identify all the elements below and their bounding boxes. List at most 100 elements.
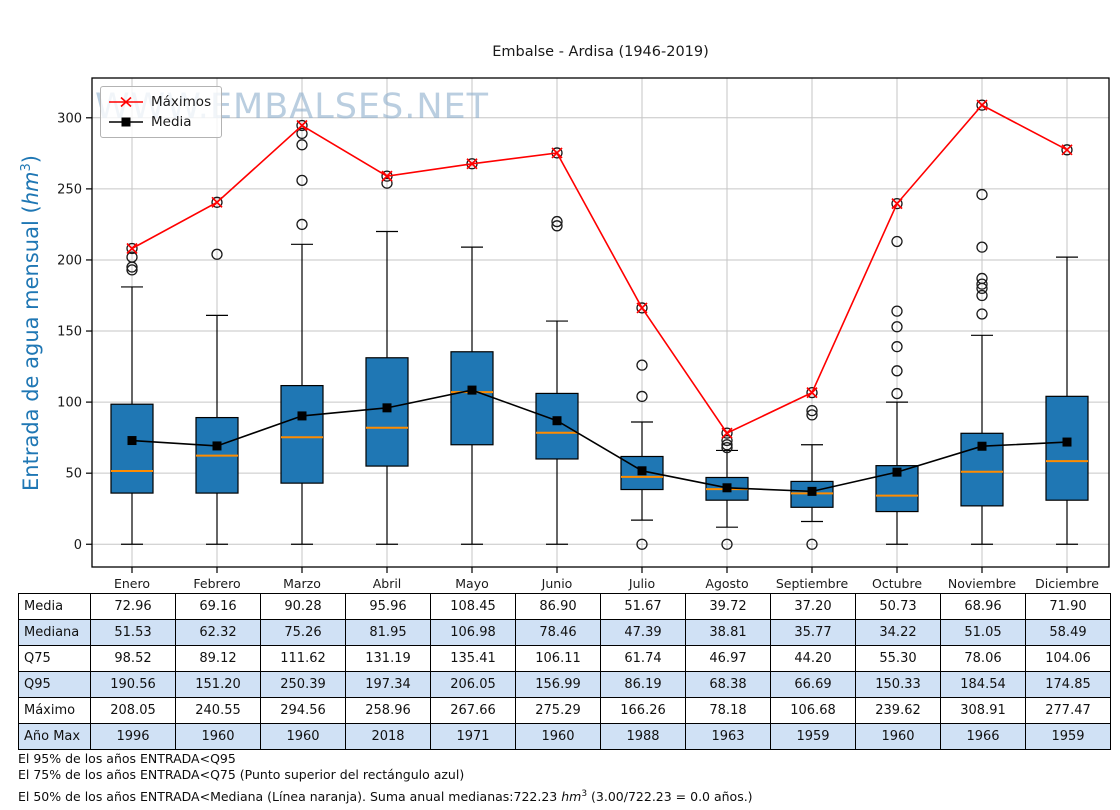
table-cell: 1960	[260, 723, 346, 750]
outlier-point	[891, 305, 903, 317]
outlier-point	[891, 197, 903, 210]
outlier-point	[976, 188, 988, 201]
outlier-point	[296, 174, 308, 186]
outlier-point	[381, 177, 393, 189]
x-tick-label: Mayo	[455, 576, 489, 591]
table-cell: 95.96	[345, 593, 431, 620]
table-cell: 75.26	[260, 619, 346, 646]
table-cell: 106.98	[430, 619, 516, 646]
table-cell: 51.67	[600, 593, 686, 620]
media-marker	[1062, 437, 1072, 447]
media-marker	[212, 441, 222, 451]
outlier-point	[126, 242, 138, 255]
legend: Máximos Media	[100, 86, 223, 138]
table-cell: 108.45	[430, 593, 516, 620]
table-cell: 34.22	[855, 619, 941, 646]
y-tick-label: 150	[57, 325, 82, 340]
media-marker	[807, 486, 817, 496]
table-cell: 55.30	[855, 645, 941, 672]
x-tick-label: Septiembre	[776, 576, 849, 591]
max-marker	[891, 198, 903, 210]
table-cell: 131.19	[345, 645, 431, 672]
table-cell: 208.05	[90, 697, 176, 724]
table-cell: 294.56	[260, 697, 346, 724]
media-marker	[637, 466, 647, 476]
outlier-point	[636, 302, 648, 314]
table-cell: 250.39	[260, 671, 346, 698]
box-q1-q3	[450, 351, 494, 446]
table-cell: 71.90	[1025, 593, 1111, 620]
outlier-point	[976, 272, 988, 285]
table-cell: 39.72	[685, 593, 771, 620]
table-cell: 1959	[1025, 723, 1111, 750]
box-q1-q3	[1045, 395, 1089, 501]
max-line-marker-icon	[109, 96, 143, 108]
outlier-point	[976, 289, 988, 302]
table-cell: 151.20	[175, 671, 261, 698]
table-cell: 111.62	[260, 645, 346, 672]
table-cell: 156.99	[515, 671, 601, 698]
gridlines	[92, 78, 1109, 567]
stats-table: Media 72.96 69.16 90.28 95.96 108.45 86.90 51.6…	[18, 593, 1111, 750]
row-label: Máximo	[18, 697, 91, 724]
x-tick-label: Enero	[114, 576, 150, 591]
table-cell: 197.34	[345, 671, 431, 698]
x-tick-label: Agosto	[705, 576, 748, 591]
outlier-point	[126, 251, 138, 263]
media-marker	[552, 416, 562, 426]
table-cell: 1960	[515, 723, 601, 750]
plot-frame	[91, 77, 1110, 568]
x-tick-label: Febrero	[193, 576, 240, 591]
table-cell: 44.20	[770, 645, 856, 672]
outlier-point	[806, 404, 818, 417]
table-cell: 50.73	[855, 593, 941, 620]
table-cell: 239.62	[855, 697, 941, 724]
table-cell: 61.74	[600, 645, 686, 672]
table-cell: 275.29	[515, 697, 601, 724]
media-marker	[467, 385, 477, 395]
x-tick-label: Abril	[373, 576, 402, 591]
table-row-q75: Q75 98.52 89.12 111.62 131.19 135.41 106.11 61.…	[18, 645, 1111, 672]
max-marker	[1061, 144, 1073, 156]
outlier-point	[296, 119, 308, 132]
row-label: Media	[18, 593, 91, 620]
table-cell: 308.91	[940, 697, 1026, 724]
table-cell: 1996	[90, 723, 176, 750]
row-label: Q75	[18, 645, 91, 672]
table-cell: 190.56	[90, 671, 176, 698]
table-cell: 98.52	[90, 645, 176, 672]
table-cell: 277.47	[1025, 697, 1111, 724]
table-cell: 1960	[855, 723, 941, 750]
table-cell: 1960	[175, 723, 261, 750]
footer-note-q95: El 95% de los años ENTRADA<Q95	[18, 751, 236, 766]
footer-note-exponent: 3	[581, 789, 588, 799]
outlier-point	[721, 538, 733, 550]
table-cell: 66.69	[770, 671, 856, 698]
footer-note-q75: El 75% de los años ENTRADA<Q75 (Punto su…	[18, 766, 465, 782]
table-cell: 37.20	[770, 593, 856, 620]
row-label: Mediana	[18, 619, 91, 646]
outlier-point	[976, 241, 988, 253]
table-cell: 206.05	[430, 671, 516, 698]
y-tick-label: 0	[74, 538, 82, 553]
footer-note-unit: hm	[561, 789, 582, 805]
table-row-q95: Q95 190.56 151.20 250.39 197.34 206.05 156.99 8…	[18, 671, 1111, 698]
outlier-point	[976, 308, 988, 320]
media-marker	[722, 483, 732, 493]
outlier-point	[721, 439, 733, 451]
outlier-point	[976, 278, 988, 290]
table-cell: 51.05	[940, 619, 1026, 646]
outlier-point	[891, 387, 903, 400]
table-cell: 240.55	[175, 697, 261, 724]
table-cell: 90.28	[260, 593, 346, 620]
legend-item-maximos: Máximos	[108, 92, 211, 112]
table-cell: 267.66	[430, 697, 516, 724]
row-label: Año Max	[18, 723, 91, 750]
x-tick-label: Diciembre	[1035, 576, 1099, 591]
table-cell: 35.77	[770, 619, 856, 646]
media-line-series	[127, 385, 1072, 496]
x-axis: Enero Febrero Marzo Abril Mayo Junio Julio Agos…	[114, 567, 1099, 591]
table-cell: 150.33	[855, 671, 941, 698]
